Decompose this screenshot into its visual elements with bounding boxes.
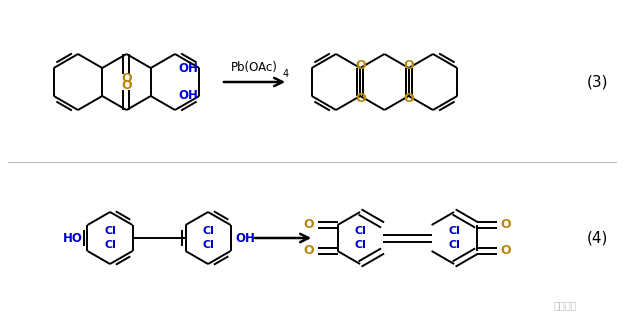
Text: Cl: Cl [354,226,366,236]
Text: Cl: Cl [448,240,460,250]
Text: O: O [500,219,511,232]
Text: Cl: Cl [202,240,214,250]
Text: O: O [355,92,366,105]
Text: O: O [121,79,132,92]
Text: Cl: Cl [104,240,116,250]
Text: Cl: Cl [448,226,460,236]
Text: 有机合成: 有机合成 [553,300,577,310]
Text: OH: OH [178,62,198,75]
Text: Cl: Cl [104,226,116,236]
Text: Cl: Cl [354,240,366,250]
Text: Cl: Cl [202,226,214,236]
Text: HO: HO [62,232,82,244]
Text: O: O [355,59,366,72]
Text: 4: 4 [283,69,289,79]
Text: OH: OH [236,232,255,244]
Text: (4): (4) [587,231,608,246]
Text: Pb(OAc): Pb(OAc) [231,61,278,74]
Text: O: O [404,92,414,105]
Text: OH: OH [178,89,198,102]
Text: O: O [303,219,313,232]
Text: O: O [404,59,414,72]
Text: (3): (3) [587,75,608,90]
Text: O: O [500,244,511,257]
Text: O: O [303,244,313,257]
Text: O: O [121,72,132,85]
